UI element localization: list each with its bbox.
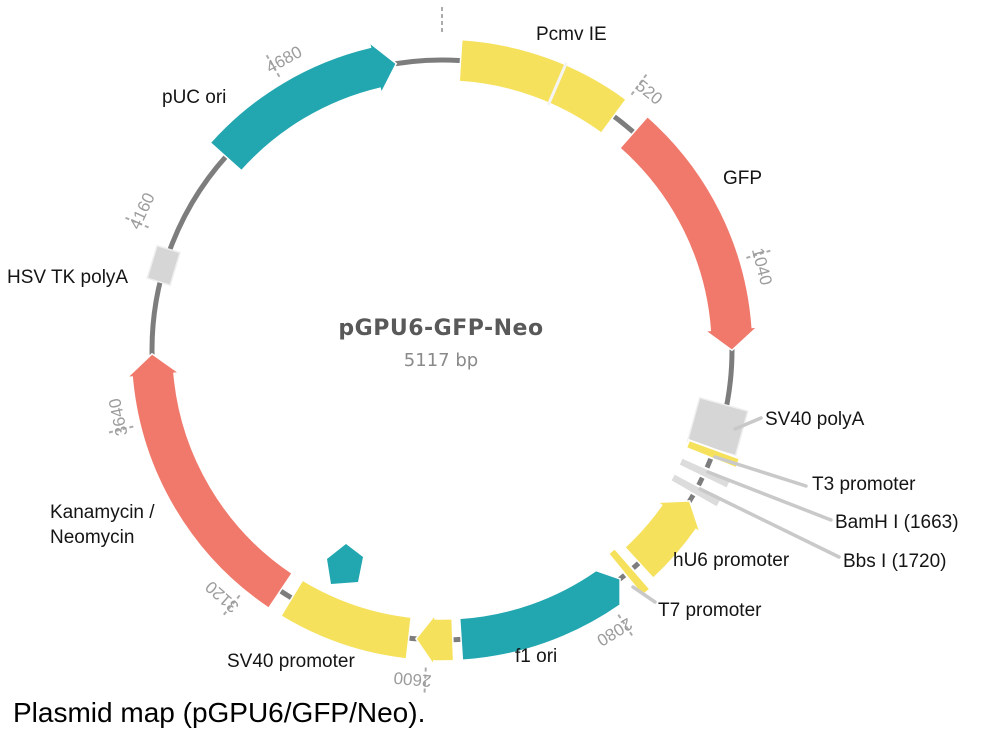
feature-label-sv40-polya: SV40 polyA [765,409,865,430]
tick-label-4160: 4160 [126,190,159,232]
feature-label-hu6-promoter: hU6 promoter [673,550,790,571]
tick-4160 [124,216,149,229]
feature-hu6-promoter [623,500,702,580]
kanamycin-label-line1: Kanamycin / [50,502,155,523]
kanamycin-label-line2: Neomycin [50,527,135,548]
leader-line-sv40-polya [733,416,763,431]
tick-label-2600: 2600 [393,668,432,690]
feature-t7-promoter [606,546,652,598]
feature-label-sv40-promoter: SV40 promoter [227,651,355,672]
plasmid-title-block: pGPU6-GFP-Neo 5117 bp [266,316,616,371]
feature-sv40-promoter [279,579,413,660]
leader-line-t7-promoter [631,585,657,604]
leader-line-bamhi [706,470,833,522]
feature-label-puc-ori: pUC ori [162,87,227,108]
feature-bamhi-site [677,456,733,491]
leader-lines [631,416,841,604]
tick-520 [630,73,648,96]
feature-sv40-promoter-arrow [414,612,455,668]
feature-label-t3-promoter: T3 promoter [812,474,916,495]
plasmid-title: pGPU6-GFP-Neo [338,316,544,341]
tick-1040 [746,249,772,259]
feature-label-pcmv-ie: Pcmv IE [536,24,607,45]
tick-label-520: 520 [632,76,666,109]
tick-2600 [423,667,427,694]
feature-bbsi-site [668,472,724,509]
feature-label-gfp: GFP [723,168,763,189]
feature-gfp [618,115,760,352]
feature-label-hsv-tk-polya: HSV TK polyA [7,267,129,288]
feature-label-kanamycin-neomycin: Kanamycin / Neomycin [50,500,155,550]
feature-divider-pcmv-ie [546,62,568,106]
tick-4680 [265,53,281,78]
tick-label-4680: 4680 [263,42,305,77]
tick-label-1040: 1040 [748,246,776,287]
feature-arcs [125,38,760,668]
leader-line-t3-promoter [713,455,808,488]
feature-puc-ori [209,40,398,172]
tick-2080 [617,614,634,637]
tick-label-2080: 2080 [593,614,635,650]
plasmid-size: 5117 bp [403,350,479,371]
feature-label-f1-ori: f1 ori [515,646,558,667]
feature-f1-ori [458,569,621,662]
feature-label-bamhi: BamH I (1663) [835,512,959,533]
feature-label-t7-promoter: T7 promoter [658,600,762,621]
feature-kanamycin-neomycin [125,352,294,610]
tick-marks [107,6,772,694]
leader-line-bbsi [698,487,841,559]
pentagon-marker [327,544,363,584]
feature-hsv-tk-polya [146,244,181,287]
feature-pcmv-ie [458,38,628,135]
feature-label-bbsi: Bbs I (1720) [843,551,947,572]
tick-3120 [222,594,241,617]
tick-3640 [107,425,134,434]
figure-caption: Plasmid map (pGPU6/GFP/Neo). [13,697,426,728]
